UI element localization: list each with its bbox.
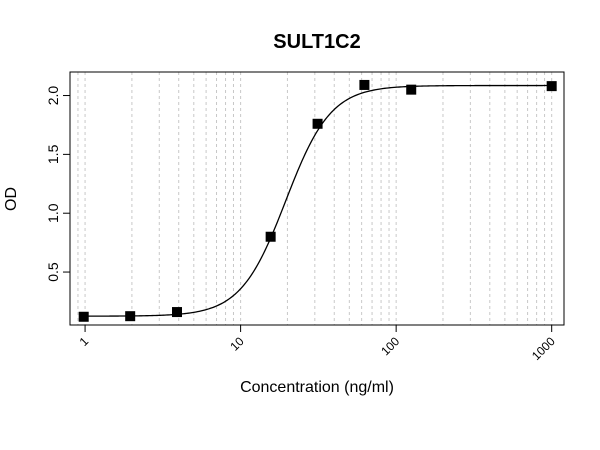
data-point bbox=[546, 81, 557, 92]
y-axis: 0.5 1.0 1.5 2.0 bbox=[45, 86, 70, 282]
y-tick-label: 2.0 bbox=[45, 86, 61, 106]
data-point bbox=[265, 231, 276, 242]
x-axis-label: Concentration (ng/ml) bbox=[240, 379, 394, 396]
data-point bbox=[406, 84, 417, 95]
x-axis: 1 10 100 1000 bbox=[77, 325, 558, 363]
y-tick-label: 1.5 bbox=[45, 144, 61, 164]
y-tick-label: 1.0 bbox=[45, 203, 61, 223]
y-tick-label: 0.5 bbox=[45, 262, 61, 282]
data-point bbox=[172, 307, 183, 318]
data-point bbox=[359, 79, 370, 90]
data-points bbox=[78, 79, 557, 322]
data-point bbox=[312, 118, 323, 129]
x-tick-label: 100 bbox=[378, 334, 402, 358]
grid-lines bbox=[69, 72, 553, 325]
chart-title: SULT1C2 bbox=[273, 31, 360, 53]
x-tick-label: 1000 bbox=[529, 334, 558, 363]
data-point bbox=[78, 311, 89, 322]
x-tick-label: 10 bbox=[227, 334, 247, 354]
data-point bbox=[125, 311, 136, 322]
y-axis-label: OD bbox=[3, 187, 20, 211]
fit-curve bbox=[83, 84, 552, 317]
x-tick-label: 1 bbox=[77, 334, 92, 349]
plot-frame bbox=[69, 71, 565, 326]
